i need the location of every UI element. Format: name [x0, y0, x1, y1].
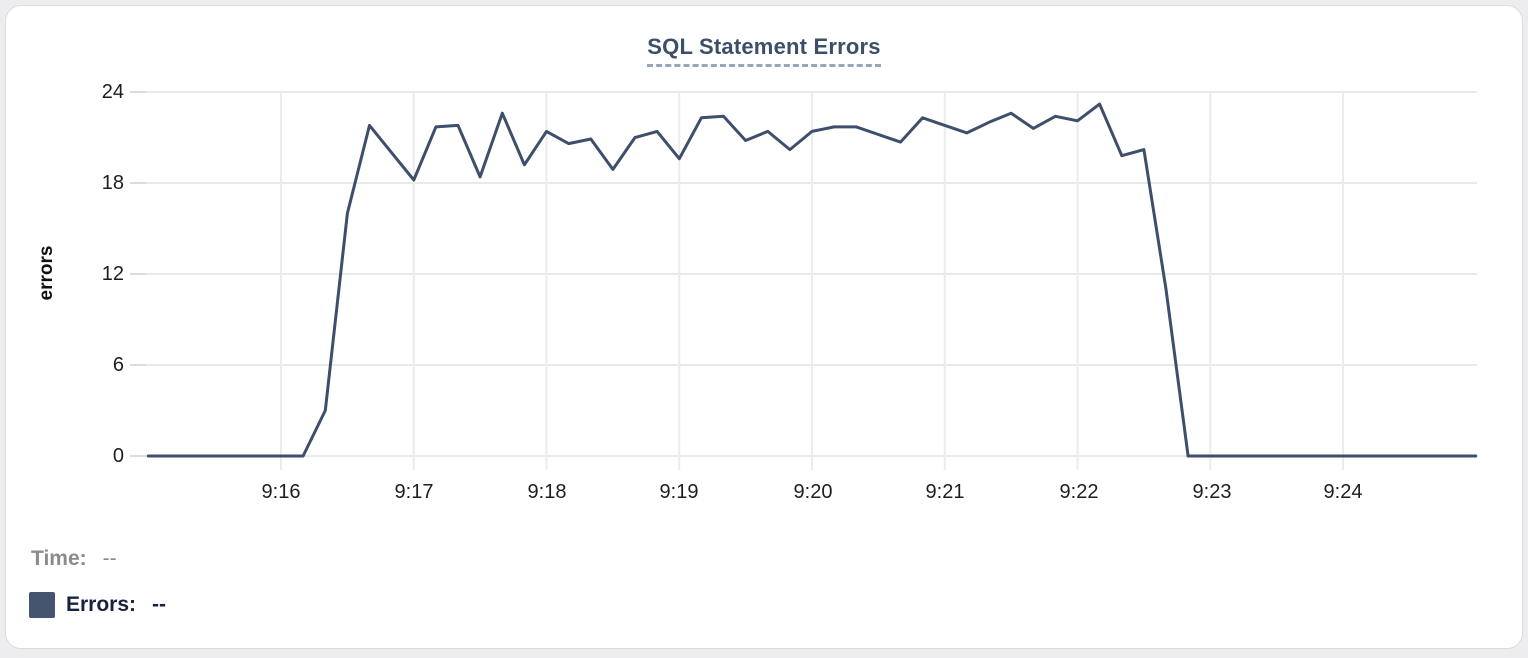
errors-series-swatch: [29, 592, 55, 618]
x-tick-label: 9:19: [659, 481, 699, 503]
x-tick-label: 9:24: [1323, 481, 1363, 503]
tooltip-errors-value: --: [152, 593, 167, 616]
x-tick-label: 9:18: [527, 481, 567, 503]
tooltip-time-row: Time: --: [31, 547, 117, 571]
tooltip-time-value: --: [102, 547, 117, 570]
chart-title[interactable]: SQL Statement Errors: [647, 34, 881, 67]
x-tick-label: 9:22: [1059, 481, 1099, 503]
tooltip-errors-row: Errors: --: [29, 592, 166, 618]
y-tick-label: 18: [101, 172, 124, 194]
tooltip-errors-label: Errors:: [66, 593, 137, 616]
chart-title-wrap: SQL Statement Errors: [6, 34, 1522, 67]
chart-card: SQL Statement Errors 24 18 12 6 0 errors…: [5, 5, 1523, 649]
sql-errors-line-chart[interactable]: [6, 6, 1528, 658]
x-tick-label: 9:17: [394, 481, 434, 503]
tooltip-time-label: Time:: [31, 547, 87, 570]
y-tick-label: 0: [112, 445, 124, 467]
y-tick-label: 24: [101, 81, 124, 103]
y-tick-label: 6: [112, 354, 124, 376]
y-tick-label: 12: [101, 263, 124, 285]
errors-series-line: [146, 102, 1478, 458]
x-tick-label: 9:23: [1192, 481, 1232, 503]
x-tick-label: 9:16: [261, 481, 301, 503]
x-tick-label: 9:20: [793, 481, 833, 503]
y-axis-label: errors: [36, 245, 57, 301]
x-tick-label: 9:21: [925, 481, 965, 503]
